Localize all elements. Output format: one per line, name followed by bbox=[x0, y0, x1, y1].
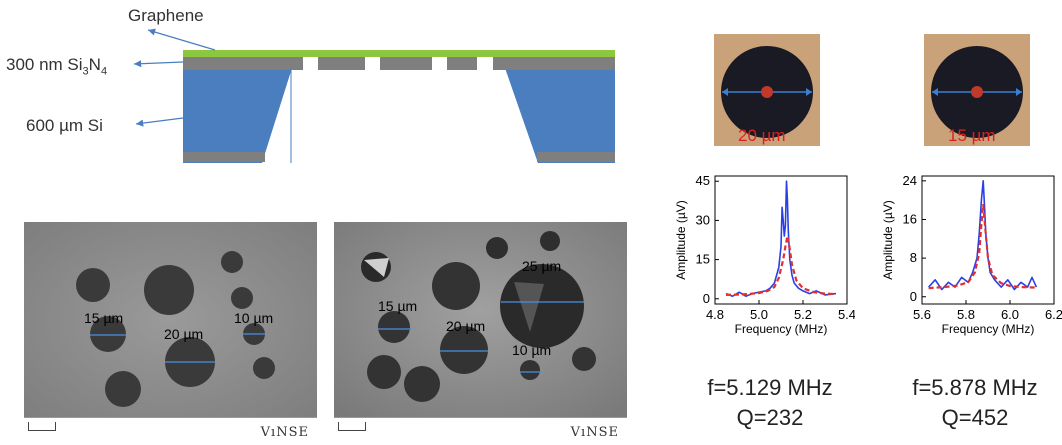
nitride-segment bbox=[493, 57, 615, 70]
hole bbox=[221, 251, 243, 273]
hole-label-15: 15 µm bbox=[84, 310, 124, 326]
graphene-layer bbox=[183, 50, 615, 57]
x-tick-label: 5.4 bbox=[838, 307, 855, 322]
optical-photo-right: 15 µm bbox=[924, 34, 1030, 146]
nitride-segment bbox=[447, 57, 477, 70]
silicon-right bbox=[505, 68, 615, 163]
resonance-values-left: f=5.129 MHz Q=232 bbox=[685, 375, 855, 431]
y-axis-label: Amplitude (µV) bbox=[674, 200, 688, 280]
hole bbox=[144, 265, 194, 315]
bottom-nitride-right bbox=[537, 152, 615, 162]
x-tick-label: 5.0 bbox=[750, 307, 768, 322]
hole bbox=[572, 347, 596, 371]
fit-line bbox=[725, 235, 837, 296]
x-tick-label: 5.2 bbox=[794, 307, 812, 322]
sem-info-bar: VıNSE bbox=[24, 417, 317, 440]
hole-label-15: 15 µm bbox=[378, 298, 418, 314]
photo-label-right: 15 µm bbox=[948, 126, 996, 145]
y-tick-label: 16 bbox=[903, 211, 917, 226]
hole-label-20: 20 µm bbox=[164, 326, 204, 342]
optical-photo-left: 20 µm bbox=[714, 34, 820, 146]
graphene-arrow bbox=[147, 28, 216, 51]
nitride-sub-3: 3 bbox=[82, 65, 89, 78]
graphene-label: Graphene bbox=[128, 6, 204, 25]
silicon-left bbox=[183, 68, 292, 163]
x-tick-label: 5.8 bbox=[957, 307, 975, 322]
torn-flap bbox=[364, 258, 389, 277]
data-line bbox=[725, 180, 837, 297]
x-axis-label: Frequency (MHz) bbox=[735, 322, 828, 336]
nitride-segment bbox=[380, 57, 432, 70]
hole bbox=[440, 326, 488, 374]
plot-frame bbox=[714, 175, 848, 305]
data-line bbox=[928, 180, 1038, 291]
photo-right-drawing bbox=[931, 46, 1023, 138]
scale-bar-icon bbox=[338, 422, 366, 431]
scale-bar-icon bbox=[28, 422, 56, 431]
hole bbox=[105, 371, 141, 407]
silicon-arrow bbox=[135, 117, 184, 127]
nitride-segment bbox=[318, 57, 365, 70]
schematic-drawing bbox=[133, 28, 615, 163]
hole bbox=[540, 231, 560, 251]
x-tick-label: 5.6 bbox=[913, 307, 931, 322]
torn-flap bbox=[514, 282, 544, 332]
x-tick-label: 4.8 bbox=[706, 307, 724, 322]
hole-label-25: 25 µm bbox=[522, 258, 562, 274]
hole bbox=[486, 237, 508, 259]
x-tick-label: 6.0 bbox=[1001, 307, 1019, 322]
nitride-segment bbox=[183, 57, 303, 70]
x-tick-label: 6.2 bbox=[1045, 307, 1062, 322]
frequency-value: f=5.878 MHz bbox=[912, 375, 1038, 400]
hole bbox=[253, 357, 275, 379]
silicon-label: 600 µm Si bbox=[26, 116, 103, 135]
hole bbox=[404, 366, 440, 402]
y-tick-label: 30 bbox=[696, 212, 710, 227]
resonance-chart-left: 4.8 5.0 5.2 5.4 0 15 30 45 Frequency (MHz) Amplit… bbox=[674, 173, 855, 336]
hole bbox=[231, 287, 253, 309]
bottom-nitride-left bbox=[183, 152, 265, 162]
y-tick-label: 0 bbox=[703, 291, 710, 306]
fit-line bbox=[928, 203, 1037, 290]
hole bbox=[520, 360, 540, 380]
y-tick-label: 8 bbox=[910, 250, 917, 265]
nitride-sub-4: 4 bbox=[100, 65, 108, 78]
x-axis-label: Frequency (MHz) bbox=[942, 322, 1035, 336]
quality-factor-value: Q=232 bbox=[736, 405, 804, 430]
resonance-values-right: f=5.878 MHz Q=452 bbox=[890, 375, 1060, 431]
sem-image-left: 15 µm 20 µm 10 µm VıNSE bbox=[24, 222, 317, 440]
nitride-label-n: N bbox=[88, 55, 101, 74]
hole bbox=[378, 311, 410, 343]
y-tick-label: 0 bbox=[910, 289, 917, 304]
sem-info-bar: VıNSE bbox=[334, 417, 627, 440]
vinse-logo: VıNSE bbox=[260, 425, 309, 440]
y-tick-label: 15 bbox=[696, 252, 710, 267]
hole bbox=[76, 268, 110, 302]
sem-image-right: 25 µm 15 µm 20 µm 10 µm VıNSE bbox=[334, 222, 627, 440]
hole bbox=[90, 316, 126, 352]
photo-left-drawing bbox=[721, 46, 813, 138]
y-tick-label: 45 bbox=[696, 173, 710, 188]
hole bbox=[367, 355, 401, 389]
resonance-chart-right: 5.6 5.8 6.0 6.2 0 8 16 24 Frequency (MHz) Amplitu… bbox=[881, 173, 1062, 336]
y-tick-label: 24 bbox=[903, 173, 917, 188]
photo-label-left: 20 µm bbox=[738, 126, 786, 145]
nitride-arrow bbox=[133, 60, 184, 68]
vinse-logo: VıNSE bbox=[570, 425, 619, 440]
hole bbox=[432, 262, 480, 310]
sem-right-holes bbox=[334, 222, 627, 418]
hole-label-20: 20 µm bbox=[446, 318, 486, 334]
quality-factor-value: Q=452 bbox=[941, 405, 1009, 430]
sem-left-holes bbox=[24, 222, 317, 418]
hole bbox=[500, 264, 584, 348]
nitride-label-prefix: 300 nm Si bbox=[6, 55, 83, 74]
y-axis-label: Amplitude (µV) bbox=[881, 200, 895, 280]
schematic: Graphene 300 nm Si3N4 600 µm Si bbox=[0, 0, 640, 175]
hole-label-10: 10 µm bbox=[512, 342, 552, 358]
frequency-value: f=5.129 MHz bbox=[707, 375, 833, 400]
hole-label-10: 10 µm bbox=[234, 310, 274, 326]
plot-frame bbox=[921, 175, 1055, 305]
nitride-label: 300 nm Si3N4 bbox=[6, 55, 107, 77]
